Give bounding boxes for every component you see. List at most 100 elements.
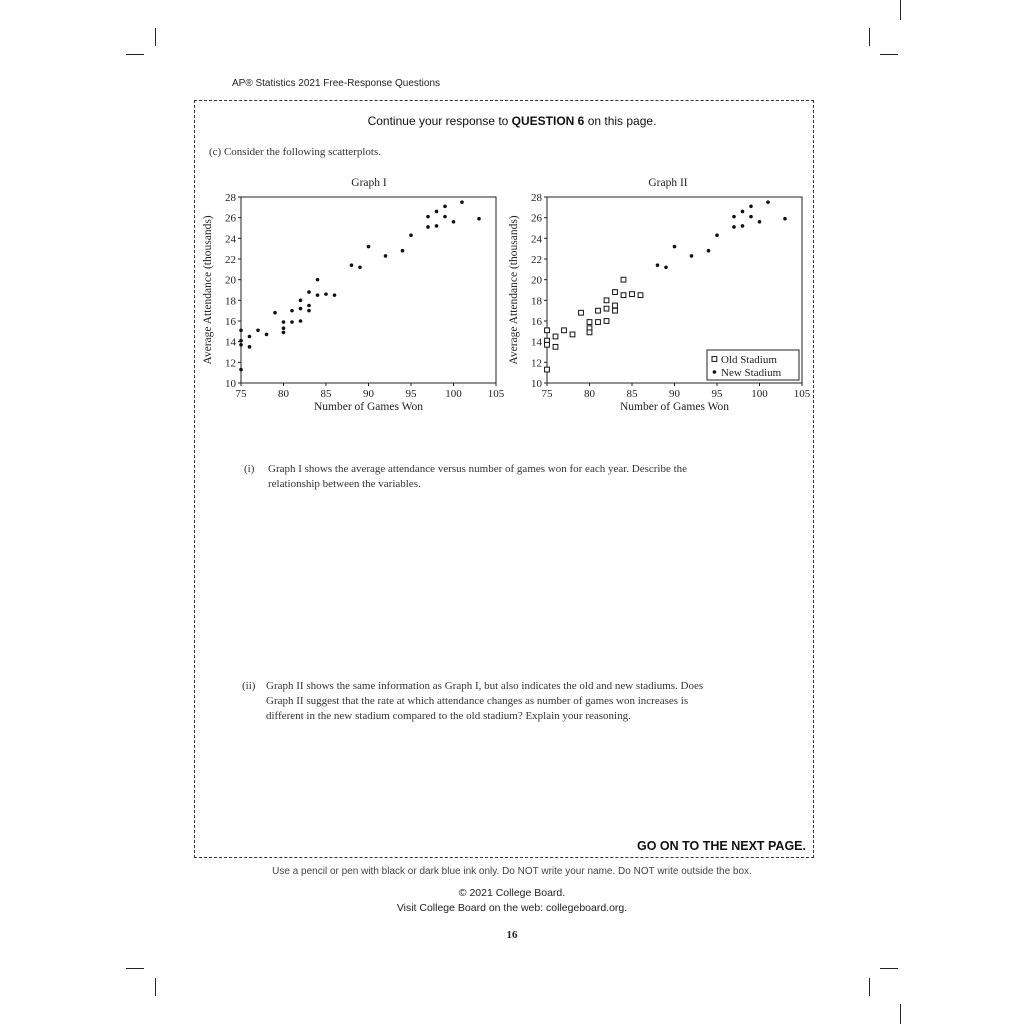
y-tick-label: 14 <box>225 337 237 349</box>
data-point <box>315 293 320 297</box>
x-tick-label: 80 <box>278 388 290 400</box>
y-tick-label: 18 <box>225 295 237 307</box>
x-tick-label: 90 <box>363 388 375 400</box>
data-point-new-stadium <box>749 214 753 219</box>
data-point <box>443 204 447 209</box>
data-point <box>383 254 388 258</box>
data-point-new-stadium <box>766 200 770 204</box>
data-point <box>307 303 311 308</box>
website-note: Visit College Board on the web: collegeb… <box>396 902 628 914</box>
data-point <box>332 293 337 297</box>
graph-2-scatterplot: 75 80 85 90 95 100 105 10 12 14 16 18 20 22 24 26 28 Numb… <box>508 192 811 413</box>
legend-marker-dot <box>712 370 717 374</box>
data-point-new-stadium <box>706 248 711 253</box>
data-point-new-stadium <box>655 263 660 267</box>
crop-mark <box>126 968 144 969</box>
data-point <box>298 319 303 323</box>
y-tick-label: 26 <box>531 213 543 225</box>
data-point-old-stadium <box>612 307 618 314</box>
data-point <box>247 334 252 339</box>
data-point <box>264 332 269 337</box>
y-tick-label: 16 <box>225 316 237 328</box>
plot-frame <box>240 196 497 384</box>
data-point <box>315 277 320 282</box>
y-tick-label: 28 <box>225 192 237 204</box>
data-point-new-stadium <box>740 224 745 228</box>
data-point <box>281 320 286 324</box>
page-number: 16 <box>506 929 518 941</box>
data-point-old-stadium <box>561 327 567 334</box>
x-tick-label: 105 <box>794 388 811 400</box>
y-tick-label: 14 <box>531 337 543 349</box>
data-point-old-stadium <box>569 331 576 338</box>
data-point-old-stadium <box>603 318 610 324</box>
crop-mark <box>126 54 144 55</box>
data-point <box>400 248 405 253</box>
question-ii-line: different in the new stadium compared to… <box>266 710 631 722</box>
data-point-old-stadium <box>544 366 550 373</box>
y-tick-label: 26 <box>225 213 237 225</box>
crop-mark <box>155 978 156 996</box>
data-point-new-stadium <box>664 265 668 270</box>
data-point <box>273 310 277 315</box>
data-point <box>451 220 456 224</box>
data-point <box>281 330 286 335</box>
x-tick-label: 75 <box>236 388 248 400</box>
crop-mark <box>880 968 898 969</box>
question-ii-line: Graph II shows the same information as G… <box>266 680 704 692</box>
legend-box <box>706 349 800 381</box>
x-tick-label: 95 <box>712 388 724 400</box>
x-tick-label: 95 <box>406 388 418 400</box>
instructions-footer: Use a pencil or pen with black or dark b… <box>272 866 752 877</box>
y-tick-label: 28 <box>531 192 543 204</box>
y-tick-label: 10 <box>225 378 237 390</box>
data-point <box>239 328 243 333</box>
question-i-line: relationship between the variables. <box>268 478 421 490</box>
y-tick-label: 24 <box>531 233 543 245</box>
data-point <box>358 265 362 270</box>
data-point-old-stadium <box>552 333 559 340</box>
data-point-new-stadium <box>732 225 736 229</box>
data-point-old-stadium <box>544 327 550 334</box>
data-point <box>477 216 481 221</box>
question-i: (i) Graph I shows the average attendance… <box>244 462 804 494</box>
x-tick-label: 100 <box>751 388 768 400</box>
page-header: AP® Statistics 2021 Free-Response Questi… <box>232 78 441 89</box>
copyright: © 2021 College Board. <box>458 887 566 899</box>
data-point <box>247 345 252 349</box>
crop-mark <box>900 1004 901 1024</box>
data-point-new-stadium <box>783 216 787 221</box>
x-axis-label: Number of Games Won <box>314 401 423 413</box>
data-point <box>290 308 294 313</box>
data-point-old-stadium <box>586 329 593 336</box>
x-tick-label: 80 <box>584 388 596 400</box>
question-i-line: Graph I shows the average attendance ver… <box>268 463 688 475</box>
x-tick-label: 85 <box>627 388 639 400</box>
data-point-old-stadium <box>552 343 559 350</box>
graph-2-title: Graph II <box>648 177 688 189</box>
data-point-old-stadium <box>637 292 644 299</box>
x-tick-label: 105 <box>488 388 505 400</box>
crop-mark <box>155 28 156 46</box>
data-point <box>239 342 243 347</box>
y-tick-label: 18 <box>531 295 543 307</box>
data-point <box>324 292 328 296</box>
question-ii-line: Graph II suggest that the rate at which … <box>266 695 689 707</box>
y-tick-label: 16 <box>531 316 543 328</box>
data-point <box>307 290 311 294</box>
y-tick-label: 10 <box>531 378 543 390</box>
continue-suffix: on this page. <box>584 114 657 128</box>
part-c-prompt: (c) Consider the following scatterplots. <box>209 146 381 158</box>
crop-mark <box>900 0 901 20</box>
data-point <box>409 233 413 238</box>
question-i-number: (i) <box>244 463 255 475</box>
y-tick-label: 24 <box>225 233 237 245</box>
data-point-new-stadium <box>749 204 753 209</box>
data-point-old-stadium <box>612 302 618 309</box>
data-point <box>426 214 430 219</box>
data-point <box>256 328 260 333</box>
y-tick-label: 12 <box>225 357 236 369</box>
data-point <box>460 200 464 204</box>
data-point <box>298 298 303 303</box>
data-point-new-stadium <box>740 209 745 214</box>
